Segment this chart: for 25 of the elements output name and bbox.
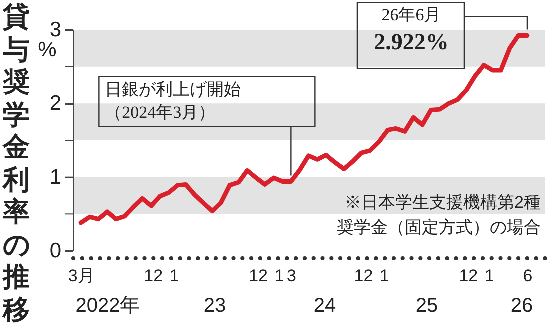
x-tick-label: 1 (380, 266, 390, 286)
text: 24 (314, 295, 336, 317)
y-axis-title: % (38, 38, 57, 62)
text: 23 (204, 295, 226, 317)
x-tick-label: 6 (523, 266, 533, 286)
y-tick-label: 0 (50, 240, 62, 262)
y-tick-label: 2 (50, 92, 62, 116)
annotation: ※日本学生支援機構第2種奨学金（固定方式）の場合 (337, 193, 541, 237)
text: 25 (416, 295, 438, 317)
ref-line-label: 日銀が利上げ開始（2024年3月） (105, 80, 242, 122)
x-tick-label: 12 (354, 266, 374, 286)
x-tick-label: 1 (170, 266, 180, 286)
text: 2022年 (76, 295, 140, 317)
x-tick-label: 12 (144, 266, 164, 286)
x-tick-label: 12 (459, 266, 478, 286)
text: 26 (510, 295, 534, 317)
x-tick-label: 3 (286, 266, 296, 286)
x-tick-label: 1 (274, 266, 284, 286)
x-tick-label: 3月 (68, 266, 95, 286)
x-tick-label: 12 (249, 266, 268, 286)
x-tick-label: 1 (484, 266, 494, 286)
annotation: 26年6月2.922% (374, 6, 449, 55)
y-tick-label: 1 (50, 166, 62, 189)
y-tick-label: 3 (50, 18, 62, 42)
chart-title: 貸与奨学金利率の推移 (3, 2, 31, 326)
